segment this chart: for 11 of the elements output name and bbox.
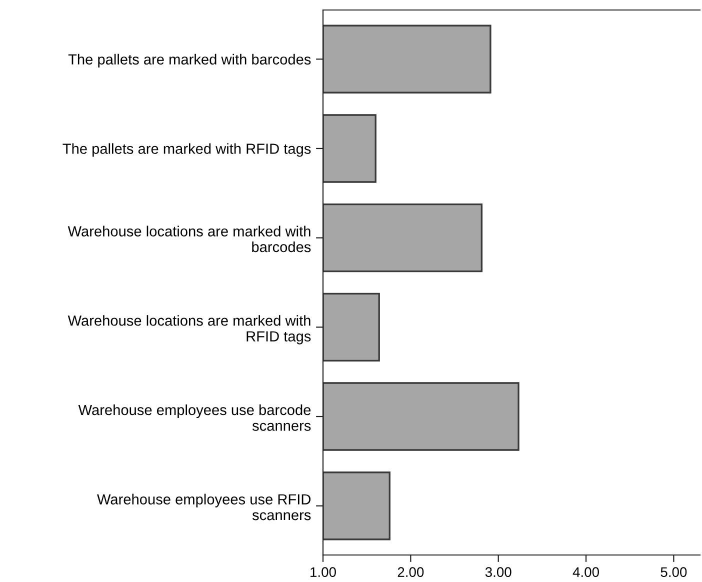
x-tick-label: 3.00: [485, 567, 512, 578]
y-tick-label: Warehouse employees use barcode scanners: [78, 404, 311, 431]
y-tick-label: The pallets are marked with RFID tags: [62, 143, 311, 157]
y-tick-label: Warehouse employees use RFID scanners: [97, 494, 311, 520]
x-tick-label: 1.00: [310, 567, 336, 578]
x-tick-label: 5.00: [660, 567, 687, 578]
y-tick-label: The pallets are marked with barcodes: [68, 54, 311, 68]
x-tick-label: 4.00: [572, 567, 599, 578]
x-tick-label: 2.00: [398, 567, 424, 578]
y-tick-label: Warehouse locations are marked with RFID tags: [68, 315, 311, 344]
y-tick-label: Warehouse locations are marked with barcodes: [68, 226, 311, 252]
